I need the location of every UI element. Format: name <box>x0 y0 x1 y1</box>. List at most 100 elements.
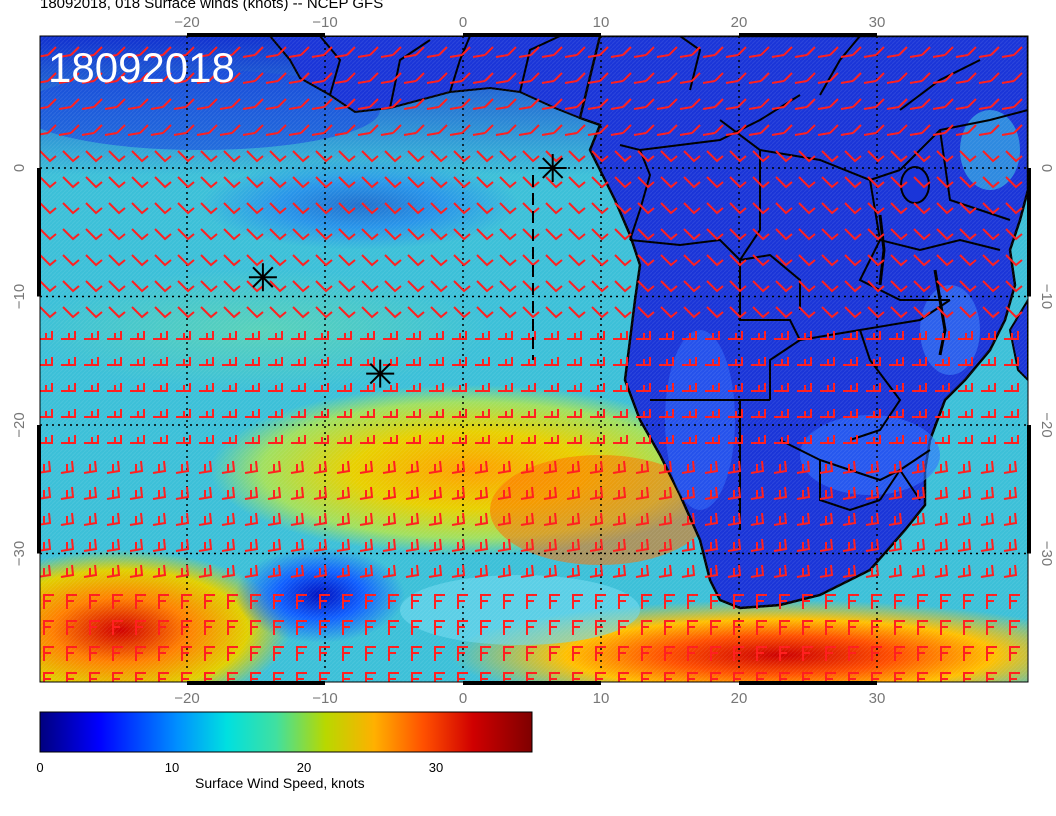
wind-barb <box>360 357 375 366</box>
wind-barb <box>291 435 306 444</box>
wind-barb <box>656 72 678 84</box>
wind-barb <box>572 672 583 682</box>
wind-barb <box>867 280 885 293</box>
wind-barb <box>290 564 305 578</box>
wind-barb <box>549 594 560 609</box>
wind-barb <box>288 72 310 84</box>
wind-barb <box>794 72 816 84</box>
wind-barb <box>499 228 517 241</box>
wind-barb <box>802 672 813 682</box>
wind-barb <box>227 672 238 682</box>
wind-barb <box>614 202 632 215</box>
lat-tick-right: 0 <box>1038 164 1055 172</box>
wind-barb <box>774 357 789 366</box>
wind-barb <box>426 98 448 110</box>
wind-barb <box>499 280 517 293</box>
wind-barb <box>360 331 375 340</box>
wind-barb <box>265 124 287 136</box>
wind-barb <box>775 254 793 267</box>
wind-barb <box>338 280 356 293</box>
wind-barb <box>522 306 540 319</box>
wind-barb <box>85 228 103 241</box>
wind-barb <box>568 202 586 215</box>
wind-barb <box>361 280 379 293</box>
wind-barb <box>568 306 586 319</box>
wind-barb <box>518 72 540 84</box>
wind-barb <box>843 357 858 366</box>
wind-barb <box>152 512 167 526</box>
wind-barb <box>909 46 931 58</box>
wind-barb <box>796 512 811 526</box>
wind-barb <box>176 409 191 418</box>
wind-barb <box>495 72 517 84</box>
wind-barb <box>154 228 172 241</box>
wind-barb <box>152 486 167 500</box>
wind-barb <box>129 486 144 500</box>
wind-barb <box>382 512 397 526</box>
wind-barb <box>405 512 420 526</box>
wind-barb <box>863 98 885 110</box>
wind-barb <box>89 672 100 682</box>
wind-barb <box>940 672 951 682</box>
wind-barb <box>1001 124 1023 136</box>
wind-barb <box>250 672 261 682</box>
wind-barb <box>480 672 491 682</box>
wind-barb <box>106 564 121 578</box>
wind-barb <box>475 383 490 392</box>
wind-barb <box>158 620 169 635</box>
wind-barb <box>796 564 811 578</box>
wind-barb <box>842 512 857 526</box>
wind-barb <box>725 98 747 110</box>
storm-markers <box>248 154 567 388</box>
wind-barb <box>380 124 402 136</box>
wind-barb <box>219 124 241 136</box>
wind-barb <box>223 202 241 215</box>
wind-barb <box>342 594 353 609</box>
wind-barb <box>112 620 123 635</box>
wind-barb <box>200 150 218 163</box>
wind-barb <box>177 280 195 293</box>
wind-barb <box>913 306 931 319</box>
wind-barb <box>518 124 540 136</box>
wind-barb <box>549 646 560 661</box>
wind-barb <box>135 620 146 635</box>
wind-barb <box>130 383 145 392</box>
wind-barb <box>725 72 747 84</box>
wind-barb <box>779 646 790 661</box>
wind-barb <box>453 280 471 293</box>
wind-barb <box>889 331 904 340</box>
wind-barb <box>291 331 306 340</box>
wind-barb <box>935 409 950 418</box>
wind-barb <box>342 672 353 682</box>
wind-barb <box>543 460 558 474</box>
wind-barb <box>434 620 445 635</box>
wind-barb <box>705 435 720 444</box>
wind-barb <box>357 124 379 136</box>
wind-barb <box>81 98 103 110</box>
wind-barb <box>245 409 260 418</box>
wind-barb <box>660 176 678 189</box>
wind-barb <box>1004 383 1019 392</box>
wind-barb <box>176 435 191 444</box>
wind-barb <box>771 46 793 58</box>
wind-barb <box>498 331 513 340</box>
wind-barb <box>729 150 747 163</box>
wind-barb <box>566 460 581 474</box>
wind-barb <box>982 254 1000 267</box>
wind-barb <box>865 538 880 552</box>
wind-barb <box>199 331 214 340</box>
wind-barb <box>451 460 466 474</box>
wind-barb <box>107 331 122 340</box>
wind-barb <box>434 646 445 661</box>
wind-barb <box>1003 486 1018 500</box>
wind-barb <box>199 435 214 444</box>
wind-barb <box>635 538 650 552</box>
wind-barb <box>497 538 512 552</box>
wind-barb <box>221 512 236 526</box>
wind-barb <box>633 46 655 58</box>
wind-barb <box>636 357 651 366</box>
wind-barb <box>452 383 467 392</box>
wind-barb <box>40 280 57 293</box>
wind-barb <box>43 620 54 635</box>
wind-barb <box>497 564 512 578</box>
